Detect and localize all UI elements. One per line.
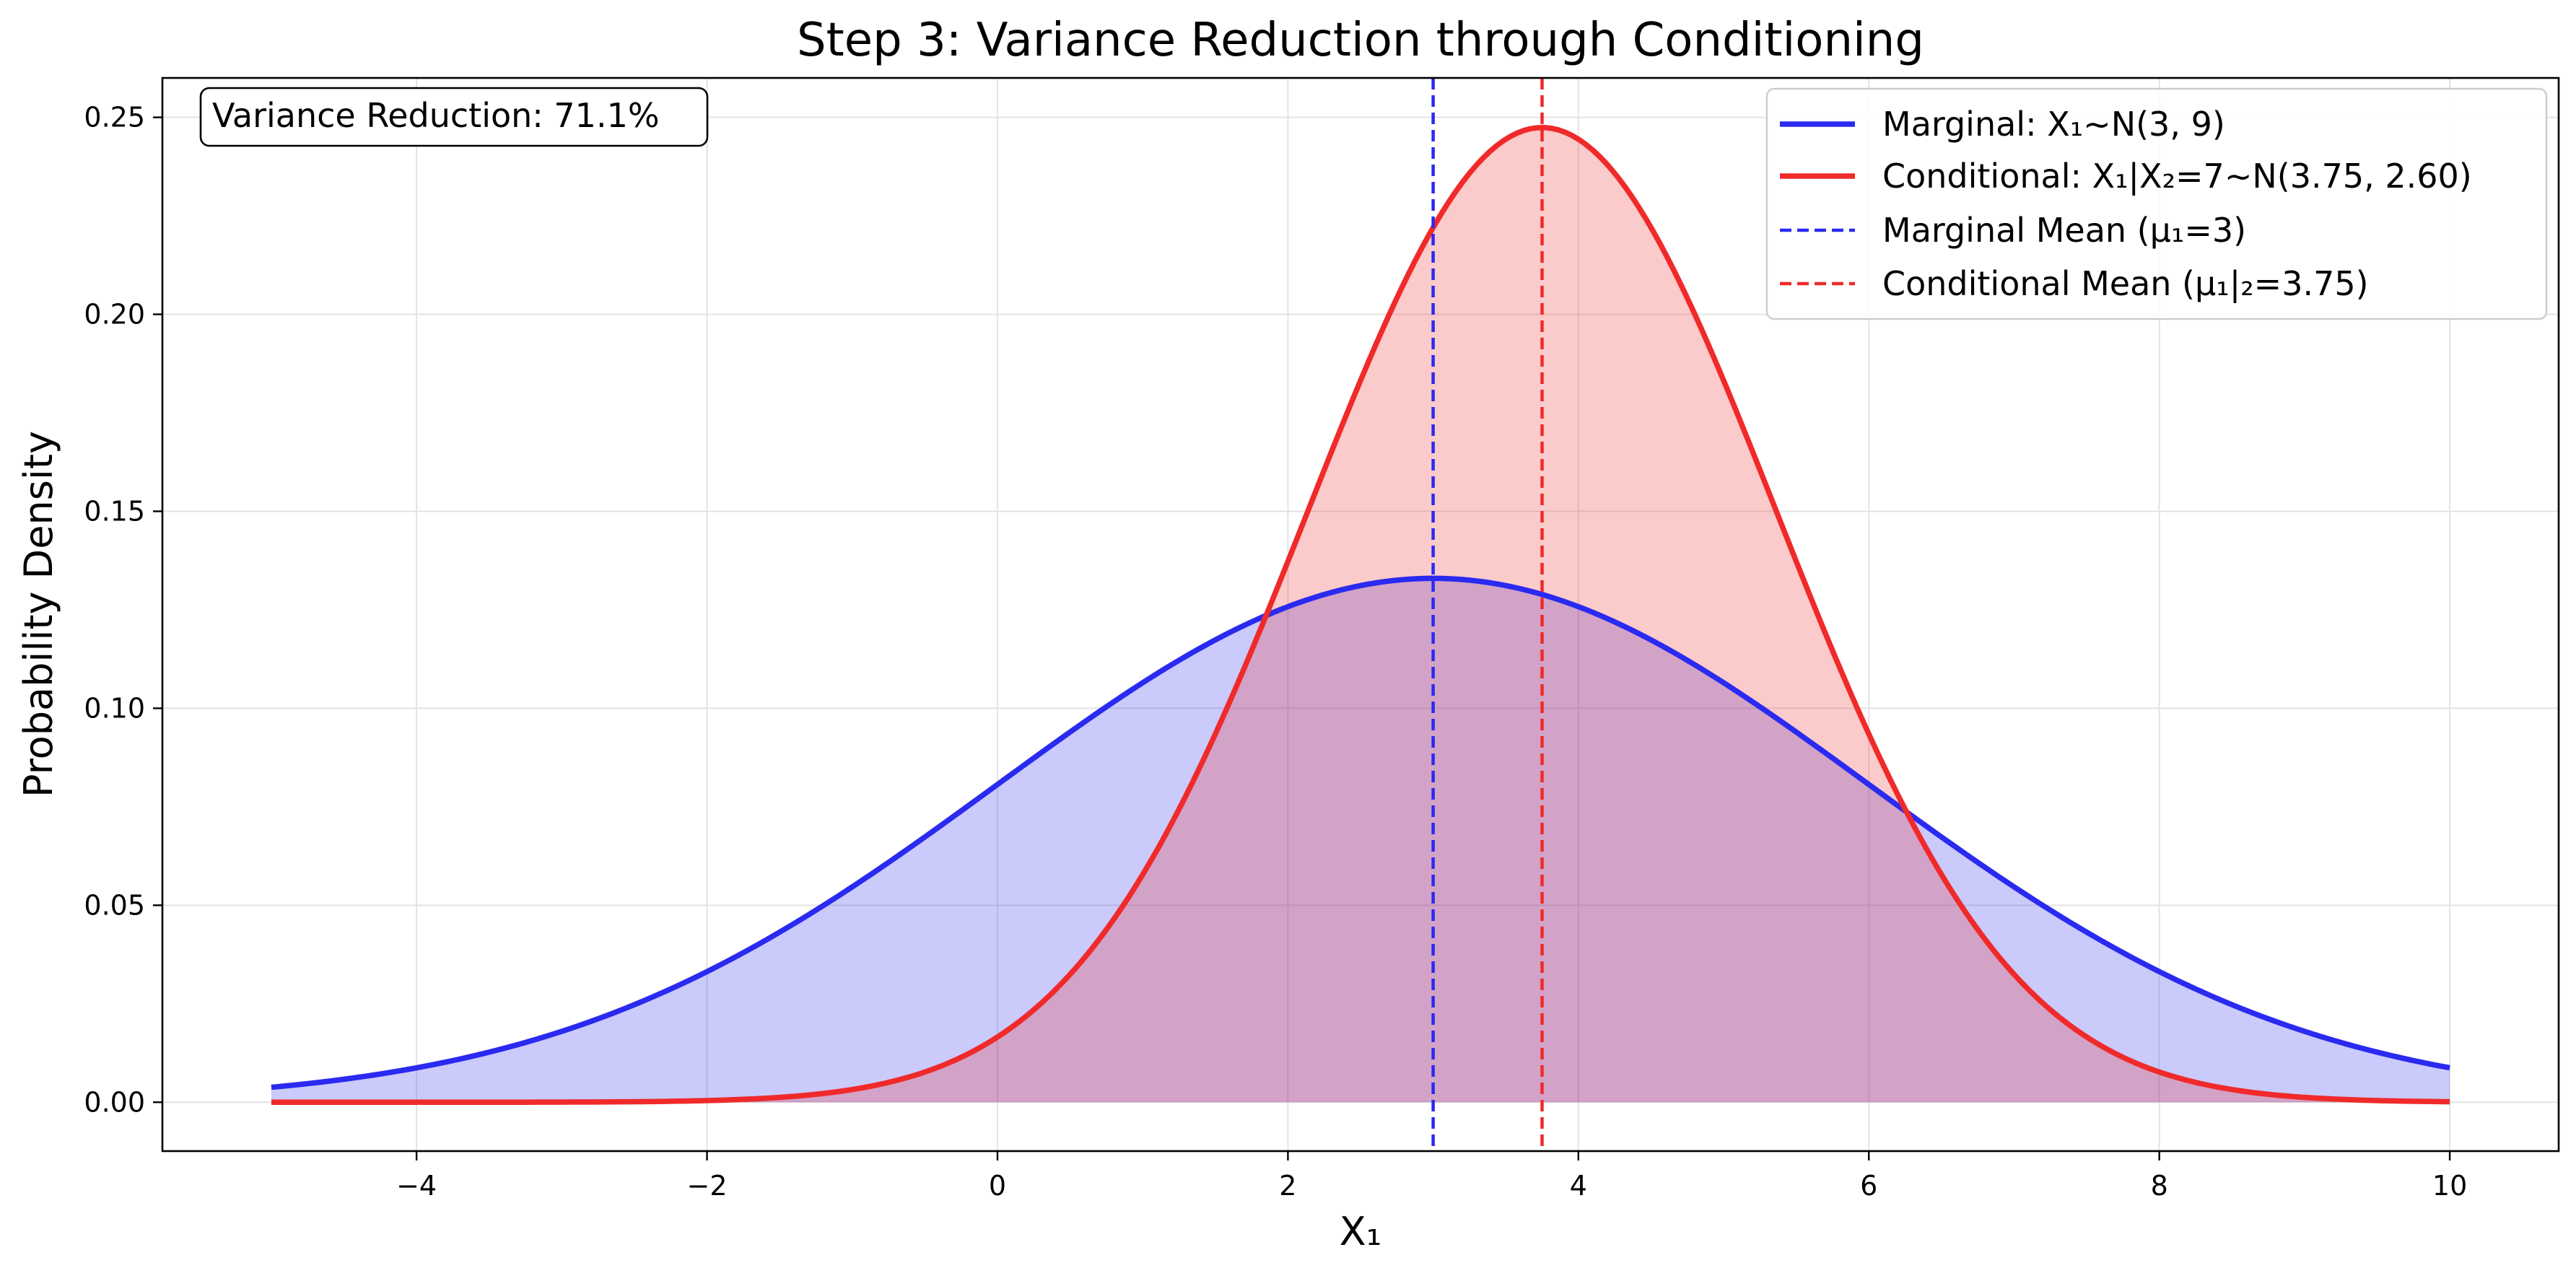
y-tick-label: 0.05 xyxy=(84,889,145,921)
density-curves xyxy=(271,125,2450,1106)
area-fills xyxy=(271,127,2450,1103)
x-axis-label: X₁ xyxy=(1340,1209,1382,1254)
legend: Marginal: X₁~N(3, 9) Conditional: X₁|X₂=… xyxy=(1765,87,2548,320)
x-tick-label: −4 xyxy=(396,1170,437,1202)
variance-reduction-annotation: Variance Reduction: 71.1% xyxy=(199,87,709,147)
conditional-density-fill xyxy=(271,127,2450,1103)
legend-label-conditional-mean: Conditional Mean (μ₁|₂=3.75) xyxy=(1882,264,2369,304)
y-tick-label: 0.10 xyxy=(84,692,145,724)
marginal-density-fill xyxy=(271,578,2450,1103)
plot-frame xyxy=(161,76,2560,1153)
legend-frame xyxy=(1765,87,2548,320)
x-tick-label: 10 xyxy=(2432,1170,2467,1202)
y-tick-label: 0.25 xyxy=(84,102,145,134)
x-tick-label: 6 xyxy=(1860,1170,1877,1202)
chart-title: Step 3: Variance Reduction through Condi… xyxy=(797,14,1924,67)
y-tick-label: 0.00 xyxy=(84,1086,145,1118)
y-tick-label: 0.20 xyxy=(84,299,145,331)
mean-lines xyxy=(1431,78,1544,1151)
x-tick-label: 0 xyxy=(989,1170,1006,1202)
annotation-text: Variance Reduction: 71.1% xyxy=(212,96,660,135)
marginal-density-curve xyxy=(271,575,2450,1090)
x-tick-label: 4 xyxy=(1570,1170,1587,1202)
y-axis-ticks: 0.00 0.05 0.10 0.15 0.20 0.25 xyxy=(84,102,162,1118)
legend-label-conditional: Conditional: X₁|X₂=7~N(3.75, 2.60) xyxy=(1882,157,2472,196)
conditional-density-curve xyxy=(271,125,2450,1106)
legend-label-marginal: Marginal: X₁~N(3, 9) xyxy=(1882,105,2225,144)
y-axis-label: Probability Density xyxy=(16,431,61,797)
x-tick-label: −2 xyxy=(687,1170,728,1202)
x-tick-label: 2 xyxy=(1279,1170,1296,1202)
legend-label-marginal-mean: Marginal Mean (μ₁=3) xyxy=(1882,211,2246,250)
x-axis-ticks: −4 −2 0 2 4 6 8 10 xyxy=(396,1151,2467,1202)
annotation-frame xyxy=(199,87,709,147)
y-tick-label: 0.15 xyxy=(84,495,145,527)
x-tick-label: 8 xyxy=(2151,1170,2168,1202)
